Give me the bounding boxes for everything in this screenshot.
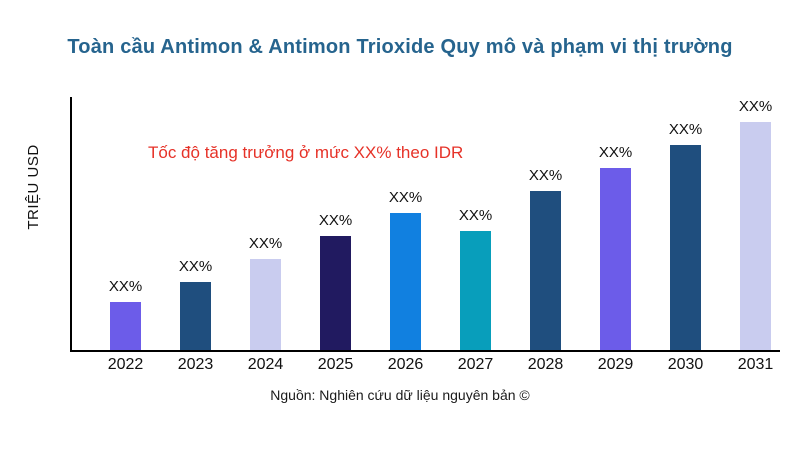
x-tick-label-2023: 2023: [177, 356, 214, 373]
bar-2028: [530, 191, 561, 350]
x-axis-labels: 2022 2023 2024 2025 2026 2027 2028 2029 2030 2031: [72, 356, 780, 380]
x-tick-label-2026: 2026: [387, 356, 424, 373]
x-tick-label-2027: 2027: [457, 356, 494, 373]
bar-2024: [250, 259, 281, 350]
bar-value-label-2030: XX%: [668, 121, 703, 138]
y-axis-label: TRIỆU USD: [25, 144, 42, 230]
chart-title: Toàn cầu Antimon & Antimon Trioxide Quy …: [67, 36, 733, 58]
bar-value-label-2025: XX%: [318, 212, 353, 229]
x-tick-label-2031: 2031: [737, 356, 774, 373]
bar-2029: [600, 168, 631, 350]
bar-2031: [740, 122, 771, 350]
x-tick-label-2029: 2029: [597, 356, 634, 373]
bar-value-label-2027: XX%: [458, 207, 493, 224]
bar-value-label-2029: XX%: [598, 144, 633, 161]
bar-value-label-2028: XX%: [528, 167, 563, 184]
x-tick-label-2024: 2024: [247, 356, 284, 373]
bar-2027: [460, 231, 491, 350]
bar-2026: [390, 213, 421, 350]
source-note: Nguồn: Nghiên cứu dữ liệu nguyên bản ©: [270, 387, 530, 403]
growth-rate-annotation: Tốc độ tăng trưởng ở mức XX% theo IDR: [148, 143, 464, 162]
bar-value-label-2026: XX%: [388, 189, 423, 206]
x-tick-label-2025: 2025: [317, 356, 354, 373]
bar-2022: [110, 302, 141, 350]
bar-value-label-2031: XX%: [738, 98, 773, 115]
x-tick-label-2022: 2022: [107, 356, 144, 373]
bar-value-label-2022: XX%: [108, 278, 143, 295]
x-tick-label-2028: 2028: [527, 356, 564, 373]
bar-2025: [320, 236, 351, 350]
plot-area: XX% XX% XX% XX% XX% XX% XX% XX% XX% XX%: [70, 97, 780, 352]
bar-value-label-2023: XX%: [178, 258, 213, 275]
bar-2023: [180, 282, 211, 350]
bar-value-label-2024: XX%: [248, 235, 283, 252]
bar-2030: [670, 145, 701, 350]
x-tick-label-2030: 2030: [667, 356, 704, 373]
